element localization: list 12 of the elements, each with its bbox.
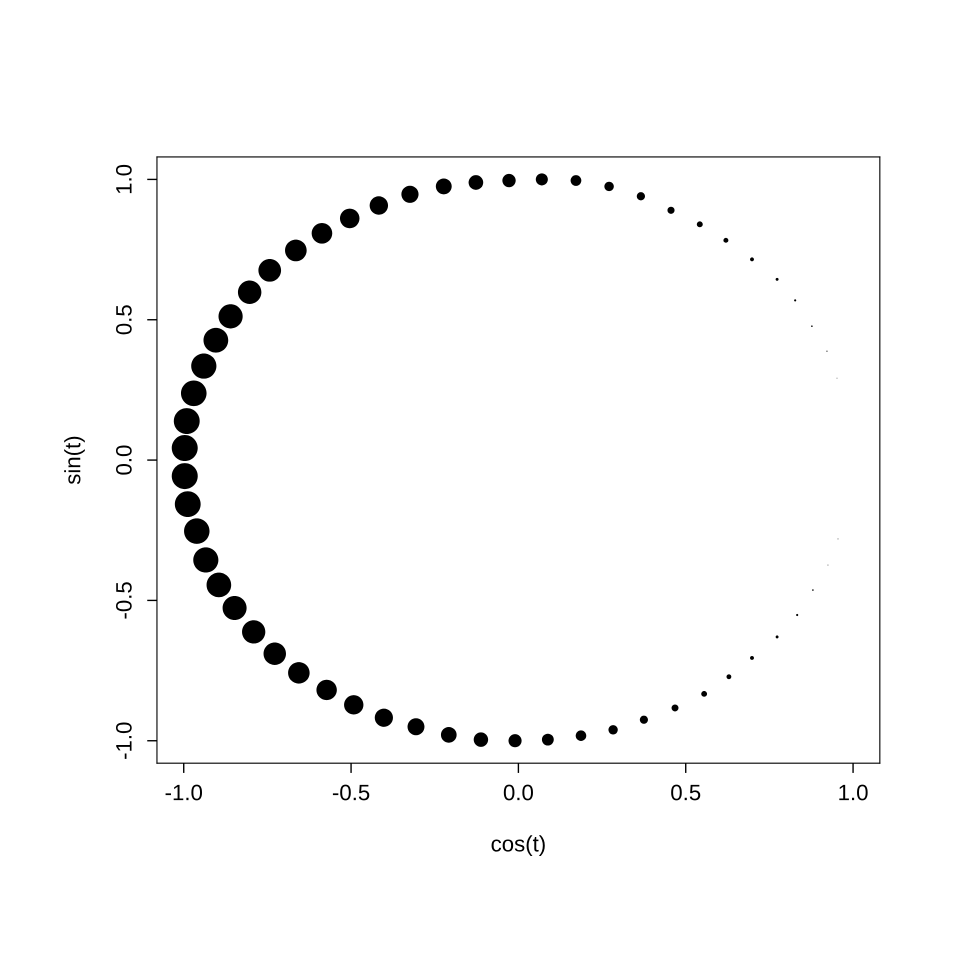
y-tick-label: -0.5: [116, 582, 132, 619]
y-tick-label: 1.0: [116, 164, 132, 194]
x-tick-label: -1.0: [166, 784, 202, 800]
x-tick-label: 0.5: [671, 784, 700, 800]
x-tick-label: -0.5: [332, 784, 370, 800]
x-tick-label: 0.0: [504, 784, 533, 800]
y-tick-label: -1.0: [116, 722, 132, 759]
x-axis-title: cos(t): [492, 835, 545, 856]
y-axis-title: sin(t): [64, 436, 85, 484]
y-tick-label: 0.5: [116, 305, 132, 334]
x-tick-label: 1.0: [839, 784, 868, 800]
y-tick-label: 0.0: [116, 446, 132, 475]
